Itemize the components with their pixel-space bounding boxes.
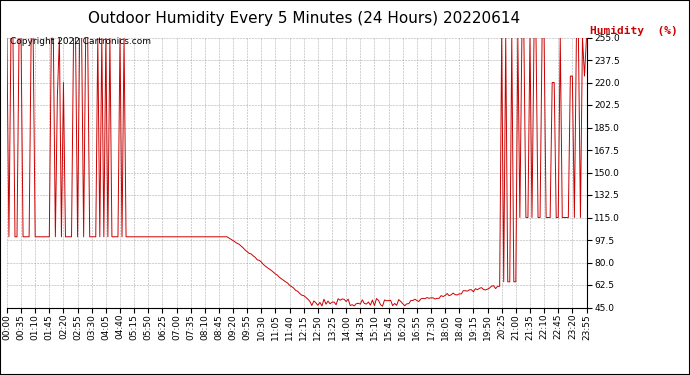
Text: Humidity  (%): Humidity (%) <box>590 26 678 36</box>
Text: Copyright 2022 Cartronics.com: Copyright 2022 Cartronics.com <box>10 38 151 46</box>
Text: Outdoor Humidity Every 5 Minutes (24 Hours) 20220614: Outdoor Humidity Every 5 Minutes (24 Hou… <box>88 11 520 26</box>
